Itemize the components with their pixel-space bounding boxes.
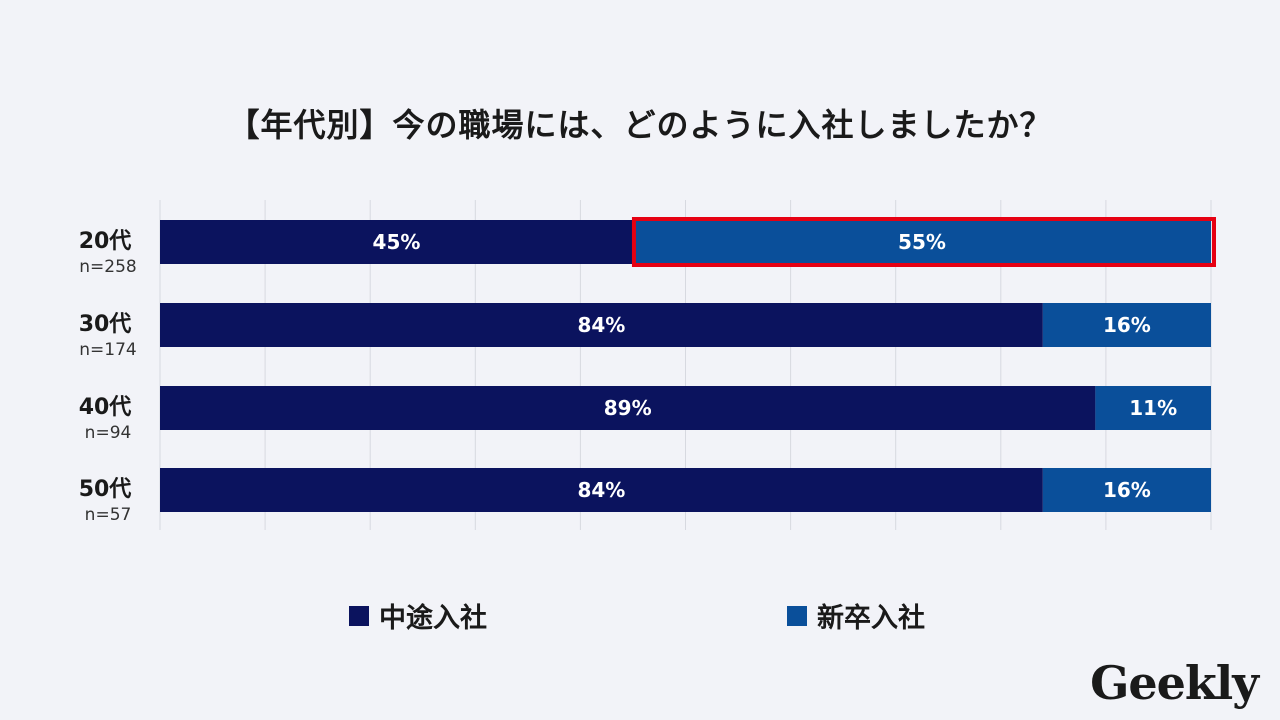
bar-segment-series1 (160, 220, 633, 264)
data-label: 16% (1103, 478, 1151, 502)
bar-segment-series2 (1095, 386, 1211, 430)
legend-swatch-series2 (787, 605, 807, 626)
legend-item-series2: 新卒入社 (787, 596, 925, 635)
legend: 中途入社 新卒入社 (0, 596, 1280, 635)
data-label: 84% (577, 313, 625, 337)
bar-segment-series1 (160, 303, 1043, 347)
data-label: 89% (604, 396, 652, 420)
chart-title: 【年代別】今の職場には、どのように入社しましたか？ (227, 106, 1053, 144)
bar-segment-series2 (1042, 468, 1211, 512)
bar-segment-series1 (160, 386, 1096, 430)
legend-item-series1: 中途入社 (349, 596, 487, 635)
bar-segment-series2 (1042, 303, 1211, 347)
category-label: 40代 (79, 395, 132, 420)
data-label: 84% (577, 478, 625, 502)
highlight-box (631, 217, 1216, 267)
bar-segment-series1 (160, 468, 1043, 512)
sample-size-label: n=94 (85, 423, 132, 443)
legend-label-series1: 中途入社 (379, 603, 487, 634)
data-label: 16% (1103, 313, 1151, 337)
category-label: 30代 (79, 312, 132, 337)
data-label: 55% (898, 230, 946, 254)
data-label: 11% (1129, 396, 1177, 420)
sample-size-label: n=174 (79, 340, 136, 360)
bar-segment-series2 (632, 220, 1211, 264)
sample-size-label: n=258 (79, 257, 136, 277)
legend-swatch-series1 (349, 605, 369, 626)
category-label: 20代 (79, 229, 132, 254)
brand-logo: Geekly (1090, 656, 1259, 710)
category-label: 50代 (79, 477, 132, 502)
sample-size-label: n=57 (85, 505, 132, 525)
data-label: 45% (373, 230, 421, 254)
legend-label-series2: 新卒入社 (817, 603, 925, 634)
stacked-bar-chart: 45% 55% 20代 n=258 84% 16% 30代 n=174 89% 11% 40代 n=9… (79, 200, 1216, 530)
